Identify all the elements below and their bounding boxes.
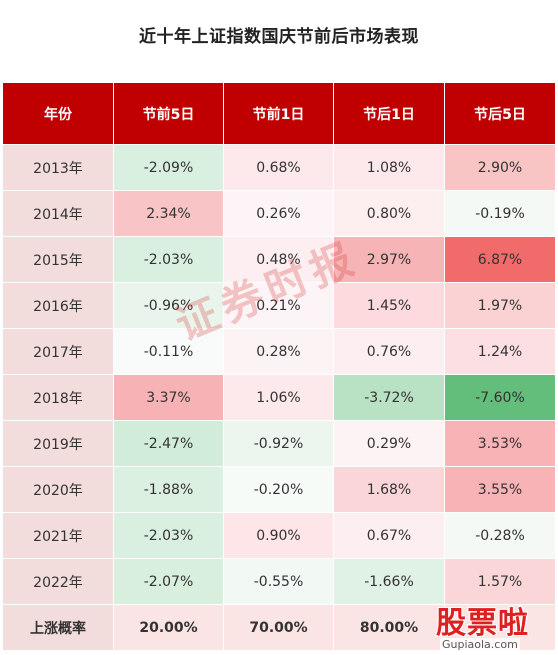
summary-pre-1d: 70.00% <box>223 604 334 651</box>
value-cell-pre-5d: -2.03% <box>113 236 224 283</box>
value-cell-pre-5d: -1.88% <box>113 466 224 513</box>
table-row: 2015年 -2.03% 0.48% 2.97% 6.87% <box>2 236 556 283</box>
value-cell-pre-5d: 2.34% <box>113 190 224 237</box>
value-cell-post-1d: 0.67% <box>333 512 445 559</box>
year-cell: 2019年 <box>2 420 114 467</box>
value-cell-post-5d: -7.60% <box>444 374 556 421</box>
table-row: 2016年 -0.96% 0.21% 1.45% 1.97% <box>2 282 556 329</box>
header-row: 年份 节前5日 节前1日 节后1日 节后5日 <box>2 82 556 145</box>
value-cell-post-1d: -1.66% <box>333 558 445 605</box>
value-cell-post-5d: 3.53% <box>444 420 556 467</box>
year-cell: 2017年 <box>2 328 114 375</box>
value-cell-pre-1d: 0.28% <box>223 328 334 375</box>
value-cell-post-1d: -3.72% <box>333 374 445 421</box>
year-cell: 2015年 <box>2 236 114 283</box>
table-row: 2021年 -2.03% 0.90% 0.67% -0.28% <box>2 512 556 559</box>
value-cell-pre-5d: 3.37% <box>113 374 224 421</box>
value-cell-post-1d: 1.45% <box>333 282 445 329</box>
summary-label: 上涨概率 <box>2 604 114 651</box>
header-pre-1d: 节前1日 <box>223 82 334 145</box>
logo-url: Gupiaola.com <box>440 638 520 651</box>
table-row: 2017年 -0.11% 0.28% 0.76% 1.24% <box>2 328 556 375</box>
value-cell-pre-5d: -2.03% <box>113 512 224 559</box>
value-cell-pre-1d: 0.48% <box>223 236 334 283</box>
value-cell-post-1d: 0.76% <box>333 328 445 375</box>
header-year: 年份 <box>2 82 114 145</box>
year-cell: 2020年 <box>2 466 114 513</box>
value-cell-pre-5d: -2.09% <box>113 144 224 191</box>
page-title: 近十年上证指数国庆节前后市场表现 <box>139 27 419 47</box>
value-cell-post-5d: -0.19% <box>444 190 556 237</box>
value-cell-post-5d: 1.24% <box>444 328 556 375</box>
year-cell: 2018年 <box>2 374 114 421</box>
gupiaola-logo: 股票啦 Gupiaola.com <box>436 598 554 654</box>
value-cell-pre-1d: 0.68% <box>223 144 334 191</box>
table-row: 2013年 -2.09% 0.68% 1.08% 2.90% <box>2 144 556 191</box>
table-row: 2018年 3.37% 1.06% -3.72% -7.60% <box>2 374 556 421</box>
value-cell-pre-1d: 0.21% <box>223 282 334 329</box>
year-cell: 2013年 <box>2 144 114 191</box>
value-cell-pre-1d: -0.20% <box>223 466 334 513</box>
value-cell-post-5d: 6.87% <box>444 236 556 283</box>
value-cell-post-5d: 3.55% <box>444 466 556 513</box>
value-cell-post-5d: 1.57% <box>444 558 556 605</box>
value-cell-pre-1d: 0.90% <box>223 512 334 559</box>
value-cell-pre-1d: 1.06% <box>223 374 334 421</box>
year-cell: 2022年 <box>2 558 114 605</box>
value-cell-post-5d: 1.97% <box>444 282 556 329</box>
value-cell-pre-5d: -0.11% <box>113 328 224 375</box>
value-cell-pre-1d: -0.92% <box>223 420 334 467</box>
table-row: 2014年 2.34% 0.26% 0.80% -0.19% <box>2 190 556 237</box>
header-pre-5d: 节前5日 <box>113 82 224 145</box>
value-cell-post-1d: 1.68% <box>333 466 445 513</box>
year-cell: 2021年 <box>2 512 114 559</box>
value-cell-post-1d: 0.80% <box>333 190 445 237</box>
value-cell-pre-5d: -2.07% <box>113 558 224 605</box>
table-row: 2022年 -2.07% -0.55% -1.66% 1.57% <box>2 558 556 605</box>
table-row: 2020年 -1.88% -0.20% 1.68% 3.55% <box>2 466 556 513</box>
year-cell: 2014年 <box>2 190 114 237</box>
value-cell-pre-1d: 0.26% <box>223 190 334 237</box>
value-cell-pre-1d: -0.55% <box>223 558 334 605</box>
summary-row: 上涨概率 20.00% 70.00% 80.00% <box>2 604 556 651</box>
value-cell-post-1d: 2.97% <box>333 236 445 283</box>
value-cell-post-1d: 0.29% <box>333 420 445 467</box>
summary-pre-5d: 20.00% <box>113 604 224 651</box>
header-post-1d: 节后1日 <box>333 82 445 145</box>
value-cell-pre-5d: -2.47% <box>113 420 224 467</box>
value-cell-post-1d: 1.08% <box>333 144 445 191</box>
value-cell-pre-5d: -0.96% <box>113 282 224 329</box>
summary-post-1d: 80.00% <box>333 604 445 651</box>
logo-brand: 股票啦 <box>436 606 529 641</box>
market-performance-table: 年份 节前5日 节前1日 节后1日 节后5日 2013年 -2.09% 0.68% 1… <box>2 82 556 651</box>
value-cell-post-5d: -0.28% <box>444 512 556 559</box>
value-cell-post-5d: 2.90% <box>444 144 556 191</box>
header-post-5d: 节后5日 <box>444 82 556 145</box>
year-cell: 2016年 <box>2 282 114 329</box>
table-row: 2019年 -2.47% -0.92% 0.29% 3.53% <box>2 420 556 467</box>
